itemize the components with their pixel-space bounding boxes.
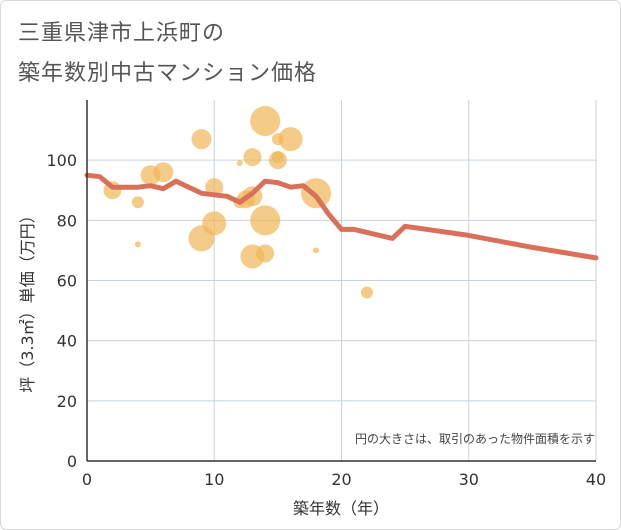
- bubble-point: [313, 247, 320, 254]
- bubble-point: [256, 244, 275, 263]
- y-tick-label: 40: [57, 332, 77, 351]
- bubble-point: [191, 129, 212, 150]
- trend-line-layer: [84, 172, 599, 261]
- x-tick-label: 0: [82, 470, 92, 489]
- y-tick-label: 20: [57, 392, 77, 411]
- grid-lines: [87, 100, 597, 461]
- y-axis-title: 坪（3.3㎡）単価（万円）: [18, 207, 37, 392]
- x-tick-label: 10: [204, 470, 224, 489]
- y-tick-label: 100: [46, 151, 77, 170]
- average-price-line: [84, 172, 599, 261]
- chart-title-line-2: 築年数別中古マンション価格: [18, 61, 318, 86]
- bubble-point: [250, 205, 281, 236]
- chart-title-line-1: 三重県津市上浜町の: [18, 21, 226, 46]
- bubble-point: [278, 127, 303, 152]
- bubble-point: [153, 162, 174, 183]
- x-tick-label: 40: [586, 470, 606, 489]
- y-tick-label: 80: [57, 211, 77, 230]
- bubble-point: [243, 148, 262, 167]
- bubble-point: [236, 160, 243, 167]
- bubble-point: [131, 196, 144, 209]
- bubble-point: [205, 178, 224, 197]
- axes: [86, 100, 596, 462]
- x-axis-title: 築年数（年）: [293, 499, 389, 518]
- x-tick-label: 20: [331, 470, 351, 489]
- bubble-point: [360, 286, 373, 299]
- y-tick-label: 60: [57, 272, 77, 291]
- bubble-point: [202, 211, 227, 236]
- x-tick-label: 30: [459, 470, 479, 489]
- bubble-point: [250, 106, 281, 137]
- bubble-point: [134, 241, 141, 248]
- y-tick-label: 0: [67, 452, 77, 471]
- tick-labels: 0 10 20 30 40 0 20 40 60 80 100: [46, 151, 606, 489]
- bubble-size-note: 円の大きさは、取引のあった物件面積を示す: [355, 431, 595, 446]
- bubble-point: [268, 151, 287, 170]
